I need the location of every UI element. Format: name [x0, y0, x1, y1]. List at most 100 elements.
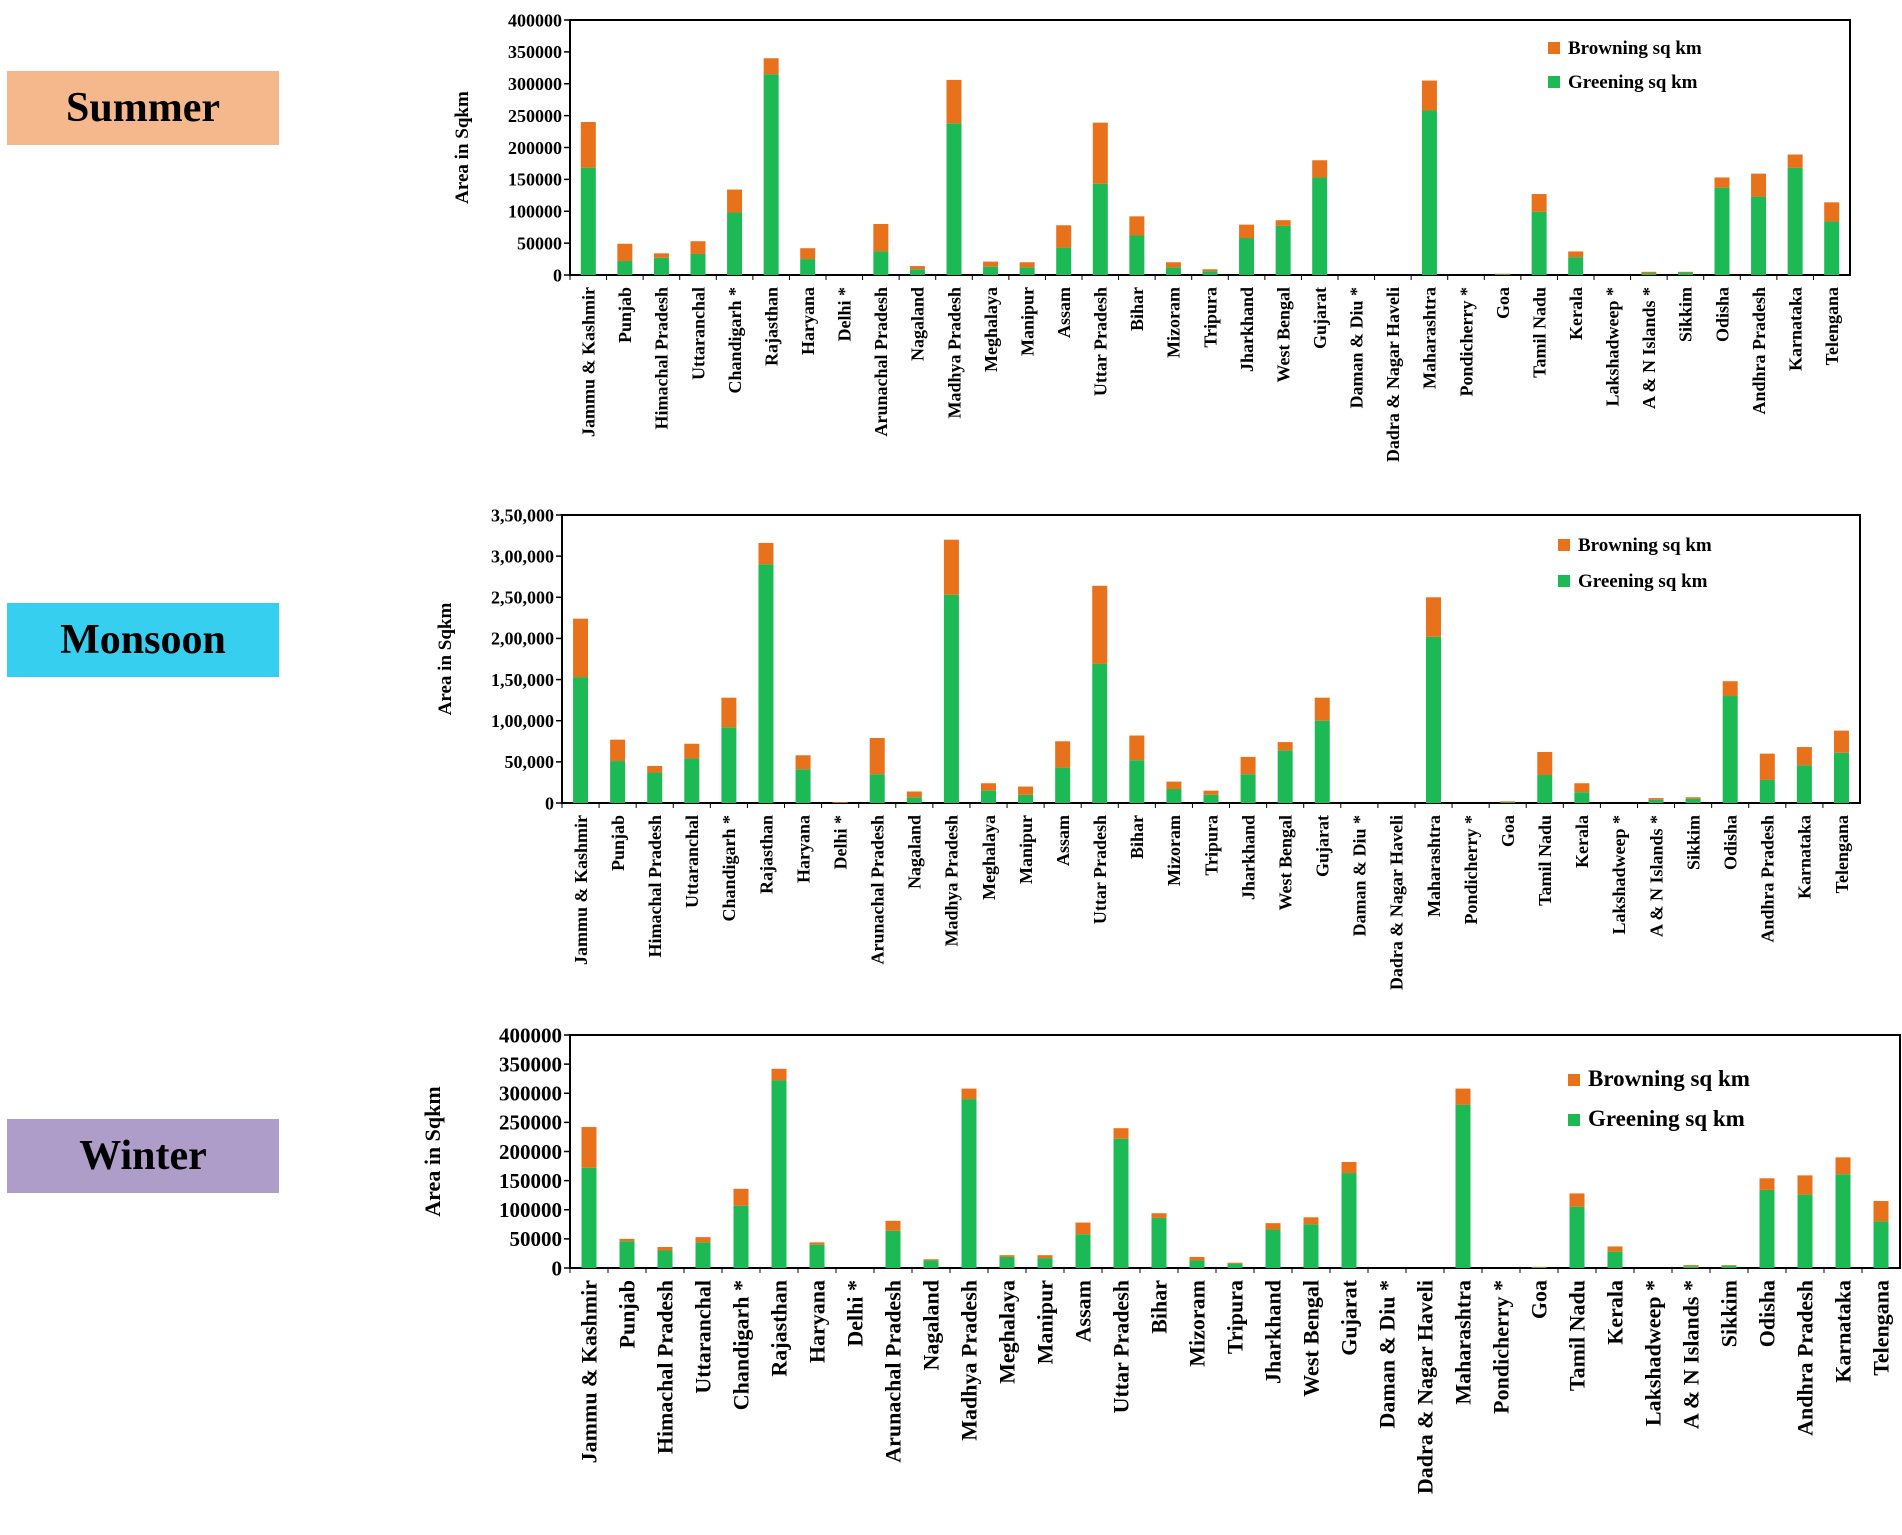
x-category-label: Maharashtra	[1420, 287, 1440, 389]
bar-greening	[573, 677, 589, 803]
bar-browning	[873, 224, 889, 252]
bar-greening	[943, 594, 959, 803]
x-category-label: Manipur	[1016, 815, 1036, 884]
bar-browning	[906, 791, 922, 798]
bar-browning	[1751, 173, 1767, 197]
bar-browning	[1574, 783, 1590, 793]
bar-greening	[1787, 167, 1803, 275]
bar-greening	[733, 1205, 749, 1268]
bar-greening	[1495, 274, 1511, 275]
bar-greening	[1166, 789, 1182, 803]
bar-greening	[1202, 271, 1218, 275]
bar-browning	[1075, 1222, 1091, 1235]
bar-greening	[983, 266, 999, 275]
bar-browning	[1189, 1256, 1205, 1261]
bar-greening	[1426, 636, 1442, 803]
bar-greening	[1569, 1206, 1585, 1268]
bar-greening	[961, 1099, 977, 1268]
bar-greening	[906, 797, 922, 803]
bar-browning	[1277, 742, 1293, 751]
x-category-label: Goa	[1493, 287, 1513, 319]
x-category-label: Karnataka	[1795, 815, 1815, 899]
bar-greening	[1537, 775, 1553, 803]
bar-browning	[1092, 122, 1108, 184]
bar-greening	[1055, 767, 1071, 803]
bar-browning	[771, 1068, 787, 1081]
x-category-label: Karnataka	[1831, 1280, 1856, 1383]
bar-greening	[1165, 267, 1181, 275]
y-tick-label: 200000	[499, 1140, 562, 1164]
x-category-label: Uttaranchal	[682, 815, 702, 908]
monsoon-chart: 0 50,000 1,00,000 1,50,000 2,00,000 2,50,000 3…	[435, 505, 1861, 990]
bar-browning	[1165, 262, 1181, 268]
bar-browning	[610, 739, 626, 762]
bar-greening	[795, 769, 811, 803]
x-category-label: Haryana	[798, 287, 818, 355]
x-category-label: Kerala	[1566, 287, 1586, 340]
bar-browning	[1113, 1128, 1129, 1139]
bar-browning	[1648, 798, 1664, 800]
y-tick-label: 150000	[508, 170, 562, 190]
x-category-label: Himachal Pradesh	[645, 815, 665, 958]
bar-browning	[1303, 1217, 1319, 1225]
x-category-label: Nagaland	[905, 815, 925, 889]
legend-swatch	[1568, 1074, 1580, 1086]
bar-browning	[1714, 177, 1730, 188]
bar-browning	[1787, 154, 1803, 168]
x-category-label: Uttaranchal	[688, 287, 708, 380]
bar-greening	[1568, 257, 1584, 275]
bar-greening	[1019, 267, 1035, 275]
y-tick-label: 300000	[508, 74, 562, 94]
bar-greening	[771, 1080, 787, 1268]
bar-greening	[721, 727, 737, 803]
bar-greening	[580, 167, 596, 275]
y-tick-label: 100000	[499, 1198, 562, 1222]
bar-browning	[1203, 790, 1219, 795]
y-axis-label: Area in Sqkm	[452, 91, 473, 204]
x-category-label: Tamil Nadu	[1535, 815, 1555, 906]
bar-greening	[1574, 792, 1590, 803]
bar-browning	[1797, 1175, 1813, 1195]
x-category-label: Assam	[1053, 815, 1073, 866]
bar-greening	[763, 74, 779, 275]
bar-browning	[1018, 786, 1034, 795]
bar-greening	[1721, 1265, 1737, 1268]
x-category-label: Sikkim	[1717, 1280, 1742, 1347]
y-tick-label: 350000	[499, 1052, 562, 1076]
x-category-label: Delhi *	[835, 287, 855, 342]
x-category-label: Andhra Pradesh	[1758, 815, 1778, 943]
x-category-label: Himachal Pradesh	[652, 287, 672, 430]
bar-browning	[1569, 1193, 1585, 1207]
bar-browning	[1531, 194, 1547, 212]
bar-greening	[653, 257, 669, 275]
x-category-label: Jammu & Kashmir	[577, 1280, 602, 1464]
x-category-label: Jharkhand	[1261, 1280, 1286, 1384]
winter-chart: 0 50000 100000 150000 200000 250000 300000 3500…	[420, 1023, 1901, 1494]
bar-browning	[946, 79, 962, 124]
x-category-label: Punjab	[615, 1280, 640, 1348]
monsoon-label: Monsoon	[7, 603, 279, 677]
x-category-label: Tripura	[1200, 287, 1220, 348]
x-category-label: Pondicherry *	[1461, 815, 1481, 925]
bar-browning	[1239, 224, 1255, 239]
bar-greening	[610, 761, 626, 803]
x-category-label: Bihar	[1127, 815, 1147, 859]
bar-greening	[923, 1260, 939, 1268]
y-axis-label: Area in Sqkm	[420, 1086, 445, 1216]
bar-greening	[1303, 1224, 1319, 1268]
bar-browning	[1759, 1178, 1775, 1190]
bar-browning	[832, 802, 848, 803]
bar-browning	[1759, 753, 1775, 780]
x-category-label: Mizoram	[1185, 1280, 1210, 1367]
bar-greening	[617, 260, 633, 275]
bar-browning	[1722, 681, 1738, 697]
y-tick-label: 2,00,000	[491, 629, 554, 649]
bar-greening	[1607, 1251, 1623, 1268]
bar-browning	[1341, 1161, 1357, 1174]
bar-greening	[1759, 1189, 1775, 1268]
legend-swatch	[1568, 1114, 1580, 1126]
y-tick-label: 300000	[499, 1082, 562, 1106]
bar-browning	[1421, 80, 1437, 111]
bar-browning	[727, 189, 743, 213]
x-category-label: Chandigarh *	[729, 1280, 754, 1410]
